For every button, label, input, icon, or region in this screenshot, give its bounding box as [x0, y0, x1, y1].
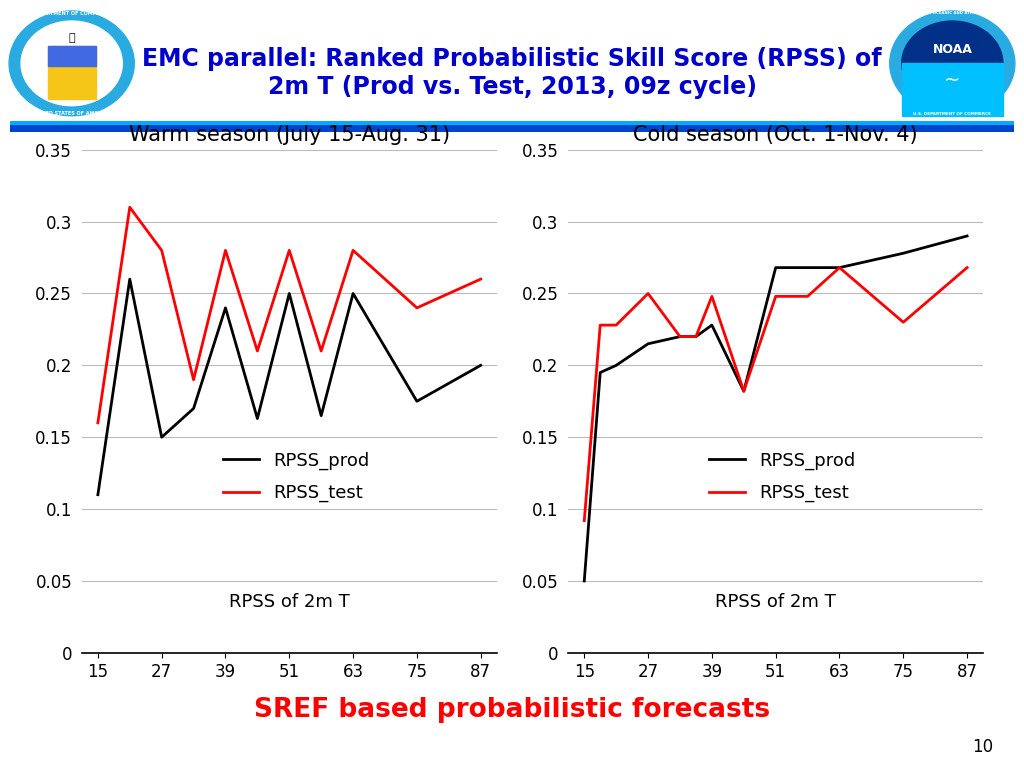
Legend: RPSS_prod, RPSS_test: RPSS_prod, RPSS_test [215, 444, 377, 509]
Circle shape [902, 21, 1002, 106]
Text: RPSS of 2m T: RPSS of 2m T [716, 594, 836, 611]
Text: U.S. DEPARTMENT OF COMMERCE: U.S. DEPARTMENT OF COMMERCE [913, 111, 991, 116]
Text: RPSS of 2m T: RPSS of 2m T [229, 594, 349, 611]
Text: DEPARTMENT OF COMMERCE: DEPARTMENT OF COMMERCE [32, 11, 112, 16]
Polygon shape [48, 45, 95, 65]
Title: Cold season (Oct. 1-Nov. 4): Cold season (Oct. 1-Nov. 4) [634, 125, 918, 145]
Text: 🦅: 🦅 [69, 33, 75, 43]
Title: Warm season (July 15-Aug. 31): Warm season (July 15-Aug. 31) [129, 125, 450, 145]
Bar [48, 45, 95, 99]
Circle shape [9, 11, 134, 116]
Legend: RPSS_prod, RPSS_test: RPSS_prod, RPSS_test [701, 444, 863, 509]
Circle shape [22, 21, 122, 106]
Text: SREF based probabilistic forecasts: SREF based probabilistic forecasts [254, 697, 770, 723]
Text: 10: 10 [972, 739, 993, 756]
Text: NOAA: NOAA [933, 44, 972, 57]
Text: NATIONAL OCEANIC AND ATMOSPHERIC: NATIONAL OCEANIC AND ATMOSPHERIC [909, 11, 995, 15]
Text: ~: ~ [944, 71, 961, 90]
Text: EMC parallel: Ranked Probabilistic Skill Score (RPSS) of
2m T (Prod vs. Test, 20: EMC parallel: Ranked Probabilistic Skill… [142, 47, 882, 99]
Text: UNITED STATES OF AMERICA: UNITED STATES OF AMERICA [33, 111, 111, 116]
Polygon shape [902, 64, 1002, 116]
Circle shape [890, 11, 1015, 116]
